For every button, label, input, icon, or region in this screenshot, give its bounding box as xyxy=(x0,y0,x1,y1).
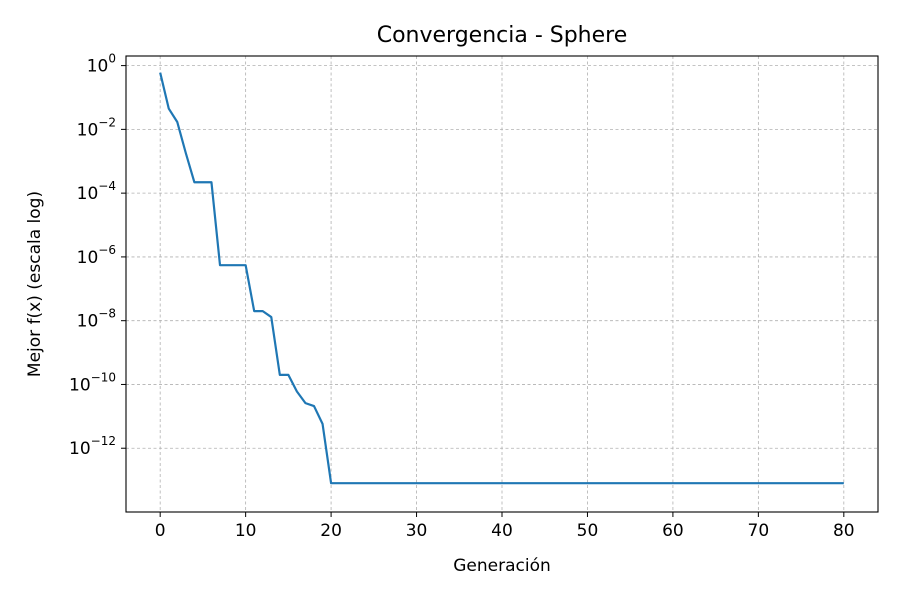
x-axis-label: Generación xyxy=(453,556,551,576)
y-tick-exponent: −12 xyxy=(91,434,116,448)
y-tick-label: 10−12 xyxy=(69,434,116,459)
y-axis-label: Mejor f(x) (escala log) xyxy=(25,191,45,377)
y-tick-base: 10 xyxy=(69,375,91,395)
x-tick-label: 70 xyxy=(748,521,770,541)
x-tick-label: 50 xyxy=(577,521,599,541)
y-tick-label: 10−8 xyxy=(77,307,116,332)
y-tick-base: 10 xyxy=(77,120,99,140)
chart-title: Convergencia - Sphere xyxy=(377,23,628,48)
y-tick-exponent: −10 xyxy=(91,370,116,384)
x-tick-label: 10 xyxy=(235,521,257,541)
y-tick-base: 10 xyxy=(87,57,109,77)
y-tick-base: 10 xyxy=(77,312,99,332)
y-tick-base: 10 xyxy=(69,439,91,459)
y-tick-exponent: −4 xyxy=(98,179,116,193)
x-tick-label: 60 xyxy=(662,521,684,541)
tick-layer: 0 10 20 30 40 50 60 70 8010010−210−410−610−810−1… xyxy=(69,52,855,541)
x-tick-label: 20 xyxy=(320,521,342,541)
y-tick-label: 10−10 xyxy=(69,370,116,395)
y-tick-exponent: −6 xyxy=(98,243,116,257)
y-tick-base: 10 xyxy=(77,248,99,268)
y-tick-base: 10 xyxy=(77,184,99,204)
x-tick-label: 80 xyxy=(833,521,855,541)
y-tick-exponent: −2 xyxy=(98,115,116,129)
series-line xyxy=(159,72,844,485)
x-tick-label: 30 xyxy=(406,521,428,541)
grid-layer xyxy=(126,56,878,512)
y-tick-label: 100 xyxy=(87,52,116,77)
y-tick-label: 10−6 xyxy=(77,243,116,268)
y-tick-label: 10−4 xyxy=(77,179,116,204)
y-tick-label: 10−2 xyxy=(77,115,116,140)
x-tick-label: 0 xyxy=(155,521,166,541)
series-layer xyxy=(159,72,844,485)
y-tick-exponent: 0 xyxy=(108,52,116,66)
x-tick-label: 40 xyxy=(491,521,513,541)
y-tick-exponent: −8 xyxy=(98,307,116,321)
